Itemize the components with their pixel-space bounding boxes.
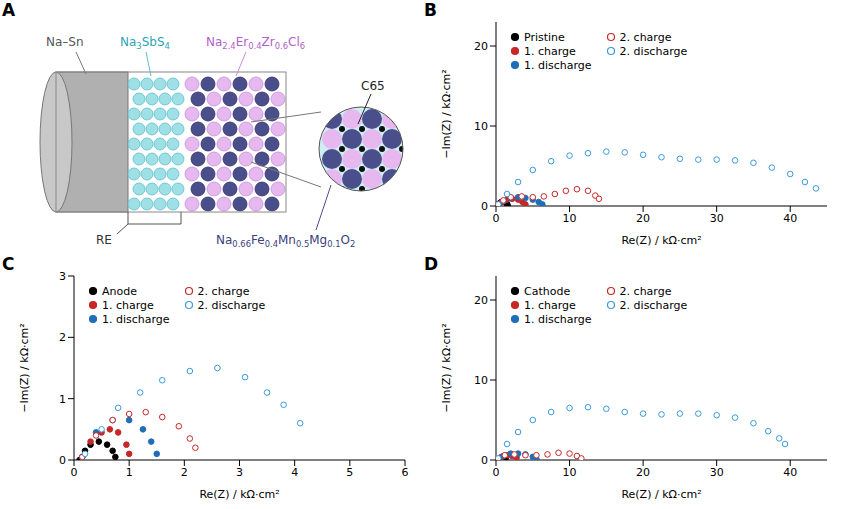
svg-text:10: 10 (474, 374, 488, 387)
svg-text:1: 1 (59, 393, 66, 406)
svg-text:0: 0 (59, 454, 66, 467)
html-text:1. charge: 1. charge (102, 298, 154, 312)
svg-text:Re(Z) / kΩ·cm²: Re(Z) / kΩ·cm² (621, 234, 701, 247)
svg-text:1: 1 (126, 466, 133, 479)
svg-text:20: 20 (474, 294, 488, 307)
svg-text:4: 4 (291, 466, 298, 479)
svg-text:−Im(Z) / kΩ·cm²: −Im(Z) / kΩ·cm² (440, 69, 453, 158)
svg-text:0: 0 (493, 466, 500, 479)
svg-text:40: 40 (783, 466, 797, 479)
html-text:2. discharge: 2. discharge (619, 44, 688, 58)
html-text:B: B (424, 0, 437, 20)
html-text:1. discharge: 1. discharge (524, 58, 592, 72)
svg-text:0: 0 (481, 200, 488, 213)
svg-text:−Im(Z) / kΩ·cm²: −Im(Z) / kΩ·cm² (18, 323, 31, 412)
html-text:1. charge: 1. charge (524, 298, 576, 312)
svg-text:Na0.66Fe0.4Mn0.5Mg0.1O2: Na0.66Fe0.4Mn0.5Mg0.1O2 (216, 233, 355, 249)
html-text:A: A (2, 0, 16, 20)
html-text:C: C (2, 254, 15, 274)
svg-text:20: 20 (636, 212, 650, 225)
html-text:2. charge: 2. charge (619, 284, 672, 298)
svg-text:Re(Z) / kΩ·cm²: Re(Z) / kΩ·cm² (621, 488, 701, 501)
html-text:2. charge: 2. charge (197, 284, 250, 298)
svg-text:Na–Sn: Na–Sn (46, 35, 84, 49)
svg-text:2: 2 (59, 331, 66, 344)
svg-text:0: 0 (493, 212, 500, 225)
svg-text:30: 30 (710, 212, 724, 225)
html-text:Anode: Anode (102, 284, 137, 298)
html-text:1. discharge: 1. discharge (524, 312, 592, 326)
svg-text:10: 10 (474, 120, 488, 133)
svg-text:Na3SbS4: Na3SbS4 (120, 35, 170, 51)
svg-text:C65: C65 (361, 79, 385, 93)
svg-text:3: 3 (236, 466, 243, 479)
svg-text:6: 6 (402, 466, 409, 479)
svg-text:10: 10 (563, 466, 577, 479)
svg-text:RE: RE (96, 233, 112, 247)
html-text:Pristine: Pristine (524, 30, 565, 44)
svg-text:20: 20 (474, 40, 488, 53)
svg-text:3: 3 (59, 270, 66, 283)
svg-text:5: 5 (346, 466, 353, 479)
html-text:1. discharge: 1. discharge (102, 312, 170, 326)
svg-text:−Im(Z) / kΩ·cm²: −Im(Z) / kΩ·cm² (440, 323, 453, 412)
html-text:2. charge: 2. charge (619, 30, 672, 44)
html-text:D: D (424, 254, 439, 274)
svg-text:2: 2 (181, 466, 188, 479)
svg-text:Re(Z) / kΩ·cm²: Re(Z) / kΩ·cm² (199, 488, 279, 501)
svg-text:40: 40 (783, 212, 797, 225)
svg-text:Na2.4Er0.4Zr0.6Cl6: Na2.4Er0.4Zr0.6Cl6 (206, 35, 305, 51)
svg-text:10: 10 (563, 212, 577, 225)
svg-text:30: 30 (710, 466, 724, 479)
svg-text:0: 0 (71, 466, 78, 479)
svg-text:0: 0 (481, 454, 488, 467)
svg-text:20: 20 (636, 466, 650, 479)
html-text:Cathode: Cathode (524, 284, 571, 298)
html-text:2. discharge: 2. discharge (619, 298, 688, 312)
html-text:2. discharge: 2. discharge (197, 298, 266, 312)
html-text:1. charge: 1. charge (524, 44, 576, 58)
